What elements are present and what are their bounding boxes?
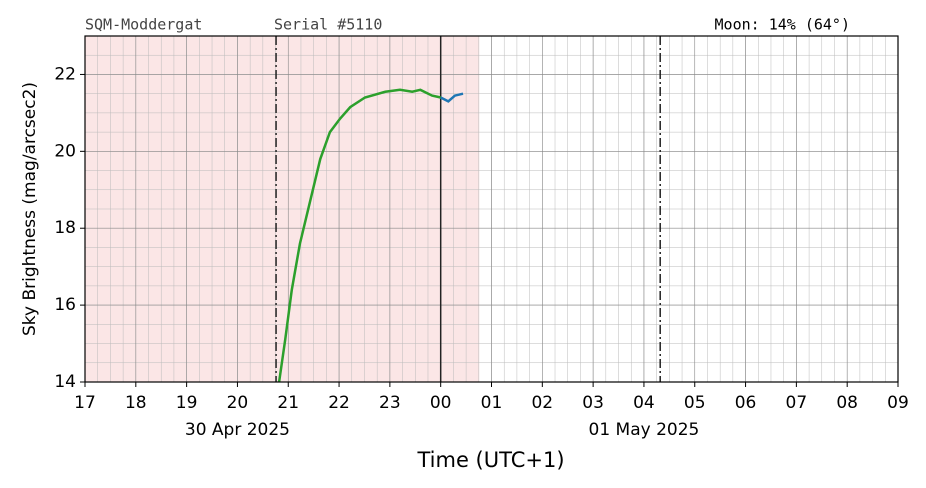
y-tick-label: 20 bbox=[54, 141, 76, 161]
y-tick-label: 14 bbox=[54, 372, 76, 392]
x-tick-label: 19 bbox=[176, 393, 198, 413]
x-tick-label: 17 bbox=[74, 393, 96, 413]
x-tick-label: 09 bbox=[887, 393, 909, 413]
x-tick-label: 20 bbox=[227, 393, 249, 413]
y-tick-label: 22 bbox=[54, 64, 76, 84]
y-axis-label: Sky Brightness (mag/arcsec2) bbox=[20, 82, 40, 336]
x-tick-label: 05 bbox=[684, 393, 706, 413]
x-axis-label: Time (UTC+1) bbox=[416, 448, 564, 472]
y-tick-label: 18 bbox=[54, 218, 76, 238]
x-tick-label: 21 bbox=[277, 393, 299, 413]
x-tick-label: 18 bbox=[125, 393, 147, 413]
date-label: 30 Apr 2025 bbox=[185, 420, 290, 440]
x-tick-label: 03 bbox=[582, 393, 604, 413]
plot-frame bbox=[84, 35, 899, 383]
x-tick-label: 07 bbox=[786, 393, 808, 413]
x-tick-label: 06 bbox=[735, 393, 757, 413]
x-tick-label: 01 bbox=[481, 393, 503, 413]
x-tick-label: 04 bbox=[633, 393, 655, 413]
x-tick-label: 22 bbox=[328, 393, 350, 413]
x-tick-label: 23 bbox=[379, 393, 401, 413]
station-name: SQM-Moddergat bbox=[85, 16, 202, 34]
x-tick-label: 08 bbox=[836, 393, 858, 413]
data-line bbox=[440, 92, 464, 103]
data-line bbox=[277, 88, 441, 383]
serial: Serial #5110 bbox=[274, 16, 382, 34]
y-tick-label: 16 bbox=[54, 295, 76, 315]
x-tick-label: 00 bbox=[430, 393, 452, 413]
x-tick-label: 02 bbox=[531, 393, 553, 413]
moon-info: Moon: 14% (64°) bbox=[715, 16, 850, 34]
date-label: 01 May 2025 bbox=[589, 420, 700, 440]
